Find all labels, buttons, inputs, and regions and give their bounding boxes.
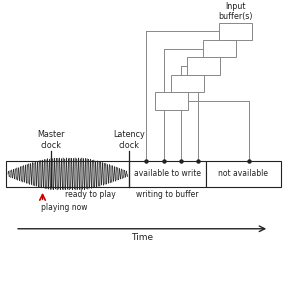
Bar bbox=[155, 92, 188, 110]
Bar bbox=[6, 160, 206, 187]
Text: not available: not available bbox=[218, 170, 268, 178]
Text: ready to play: ready to play bbox=[65, 190, 115, 199]
Bar bbox=[203, 40, 236, 57]
Bar bbox=[206, 160, 281, 187]
Text: available to write: available to write bbox=[134, 170, 201, 178]
Text: Time: Time bbox=[131, 233, 153, 242]
Text: playing now: playing now bbox=[41, 203, 88, 212]
Bar bbox=[219, 23, 252, 40]
Bar bbox=[187, 57, 220, 75]
Text: writing to buffer: writing to buffer bbox=[136, 190, 199, 199]
Bar bbox=[171, 75, 204, 92]
Text: Latency
clock: Latency clock bbox=[113, 130, 145, 150]
Text: Input
buffer(s): Input buffer(s) bbox=[218, 2, 252, 21]
Text: Master
clock: Master clock bbox=[37, 130, 65, 150]
